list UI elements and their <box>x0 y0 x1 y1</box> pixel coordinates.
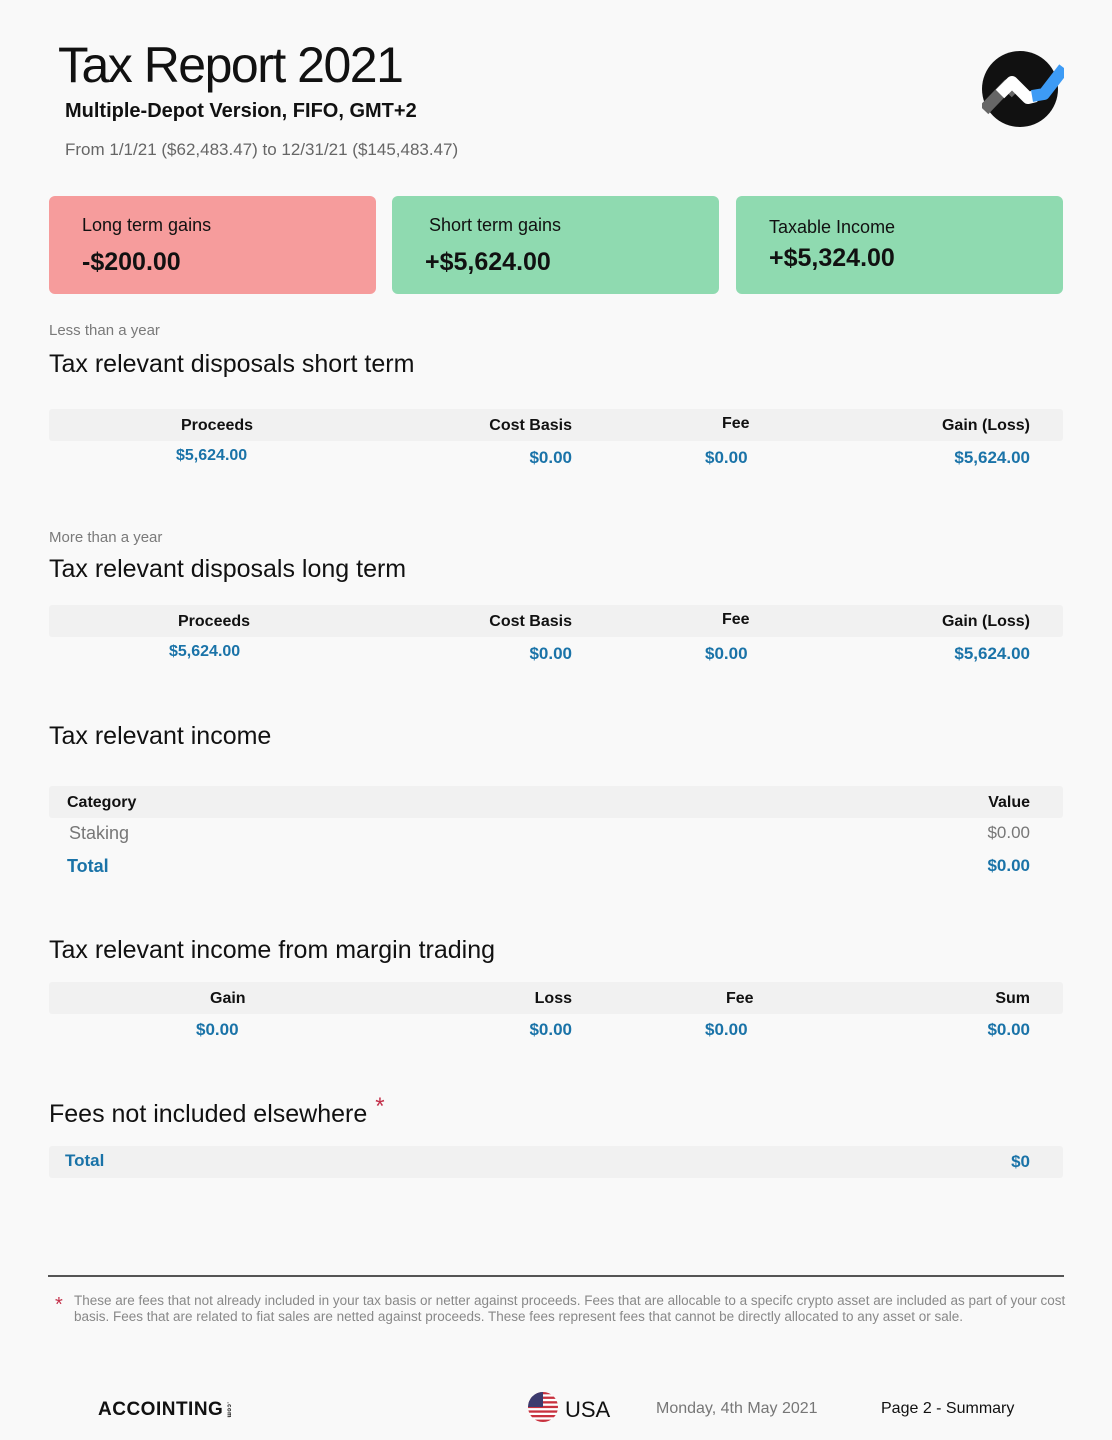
column-header: Loss <box>534 990 572 1007</box>
brand-logo: ACCOINTING .com <box>98 1399 231 1421</box>
column-header: Gain (Loss) <box>941 613 1030 630</box>
column-header: Fee <box>722 415 750 432</box>
proceeds-value: $5,624.00 <box>176 447 248 464</box>
fee-value: $0.00 <box>705 1020 748 1039</box>
report-date-range: From 1/1/21 ($62,483.47) to 12/31/21 ($1… <box>65 140 459 159</box>
section-title-margin: Tax relevant income from margin trading <box>49 936 496 964</box>
section-title-income: Tax relevant income <box>49 722 272 750</box>
total-label: Total <box>65 1151 105 1170</box>
column-header: Cost Basis <box>489 417 572 434</box>
category-label: Staking <box>69 823 130 843</box>
card-label: Short term gains <box>429 215 562 235</box>
gain-loss-value: $5,624.00 <box>954 448 1030 467</box>
section-title-fees: Fees not included elsewhere * <box>49 1093 385 1129</box>
proceeds-value: $5,624.00 <box>169 643 241 660</box>
table-row: Staking $0.00 <box>49 822 1063 848</box>
brand-name: ACCOINTING <box>98 1399 224 1420</box>
category-value: $0.00 <box>987 823 1030 842</box>
table-row: $5,624.00 $0.00 $0.00 $5,624.00 <box>49 642 1063 668</box>
cost-basis-value: $0.00 <box>529 448 572 467</box>
column-header: Gain <box>210 990 246 1007</box>
country-label: USA <box>565 1397 611 1422</box>
sum-value: $0.00 <box>987 1020 1030 1039</box>
page-title: Tax Report 2021 <box>58 37 404 93</box>
footnote-text: These are fees that not already included… <box>74 1293 1066 1324</box>
page-indicator: Page 2 - Summary <box>881 1400 1015 1417</box>
section-title-long-term: Tax relevant disposals long term <box>49 555 407 583</box>
table-row: $5,624.00 $0.00 $0.00 $5,624.00 <box>49 446 1063 472</box>
section-caption: More than a year <box>49 529 163 546</box>
fees-total-row: Total $0 <box>49 1146 1063 1178</box>
section-title-short-term: Tax relevant disposals short term <box>49 350 415 378</box>
us-flag-icon <box>528 1392 558 1422</box>
column-header: Value <box>988 794 1030 811</box>
gain-value: $0.00 <box>196 1020 239 1039</box>
total-row: Total $0.00 <box>49 855 1063 881</box>
column-header: Fee <box>726 990 754 1007</box>
column-header: Gain (Loss) <box>941 417 1030 434</box>
taxable-income-card: Taxable Income +$5,324.00 <box>736 196 1063 294</box>
card-value: -$200.00 <box>82 248 181 276</box>
asterisk-icon: * <box>55 1294 63 1316</box>
table-row: $0.00 $0.00 $0.00 $0.00 <box>49 1019 1063 1045</box>
fees-title-text: Fees not included elsewhere <box>49 1100 368 1128</box>
footnote-divider <box>48 1275 1064 1277</box>
short-term-gains-card: Short term gains +$5,624.00 <box>392 196 719 294</box>
report-subtitle: Multiple-Depot Version, FIFO, GMT+2 <box>65 100 417 122</box>
cost-basis-value: $0.00 <box>529 644 572 663</box>
long-term-gains-card: Long term gains -$200.00 <box>49 196 376 294</box>
card-value: +$5,324.00 <box>769 244 895 272</box>
long-term-table-header: Proceeds Cost Basis Fee Gain (Loss) <box>49 605 1063 637</box>
fee-value: $0.00 <box>705 644 748 663</box>
fee-value: $0.00 <box>705 448 748 467</box>
asterisk-icon: * <box>375 1093 385 1120</box>
column-header: Category <box>67 794 137 811</box>
total-value: $0.00 <box>987 856 1030 875</box>
brand-suffix: .com <box>225 1401 232 1418</box>
card-label: Taxable Income <box>769 217 896 237</box>
column-header: Proceeds <box>178 613 251 630</box>
column-header: Fee <box>722 611 750 628</box>
loss-value: $0.00 <box>529 1020 572 1039</box>
chart-trend-logo-icon <box>979 48 1069 130</box>
column-header: Cost Basis <box>489 613 572 630</box>
column-header: Proceeds <box>181 417 254 434</box>
short-term-table-header: Proceeds Cost Basis Fee Gain (Loss) <box>49 409 1063 441</box>
total-value: $0 <box>1011 1152 1030 1171</box>
total-label: Total <box>67 856 109 876</box>
income-table-header: Category Value <box>49 786 1063 818</box>
card-value: +$5,624.00 <box>425 248 551 276</box>
margin-table-header: Gain Loss Fee Sum <box>49 982 1063 1014</box>
section-caption: Less than a year <box>49 322 160 339</box>
column-header: Sum <box>995 990 1030 1007</box>
gain-loss-value: $5,624.00 <box>954 644 1030 663</box>
card-label: Long term gains <box>82 215 212 235</box>
report-date: Monday, 4th May 2021 <box>656 1400 818 1417</box>
